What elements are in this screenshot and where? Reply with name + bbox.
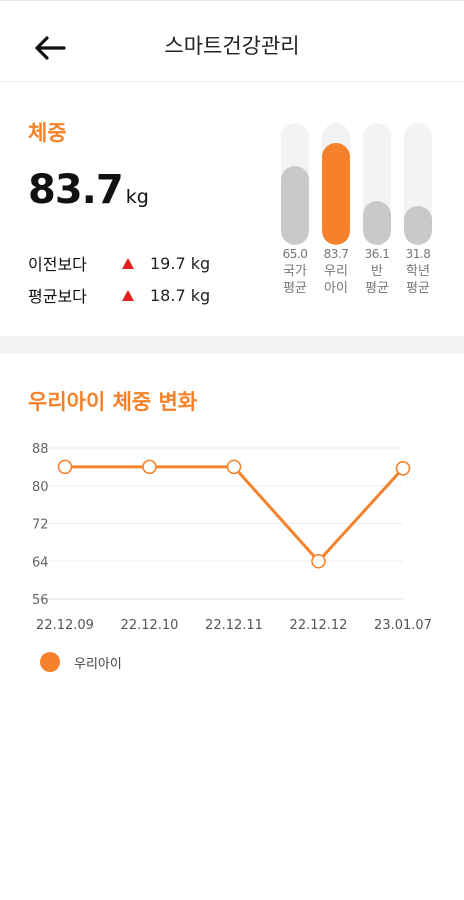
- bar-fill: [363, 201, 391, 245]
- bar-fill: [404, 206, 432, 245]
- bar-label: 반 평균: [365, 264, 389, 296]
- up-triangle-icon: [122, 289, 134, 301]
- bar-value: 65.0: [282, 247, 308, 261]
- status-divider: [0, 0, 464, 4]
- x-tick-label: 22.12.11: [205, 618, 263, 633]
- current-weight-value: 83.7: [28, 167, 124, 213]
- weight-card: 체중 83.7 kg 이전보다 19.7 kg 평균보다 18.7 kg 65.0…: [0, 83, 464, 336]
- data-point: [142, 459, 157, 475]
- weight-line-chart: 88 80 72 64 56 22.12.09 22.12.10 22.12.11 22.12.…: [32, 442, 432, 633]
- bar-label: 국가 평균: [283, 264, 307, 296]
- bar-track: [363, 123, 391, 245]
- current-weight-unit: kg: [125, 186, 149, 208]
- compare-previous-label: 이전보다: [28, 255, 87, 274]
- bar-track: [404, 123, 432, 245]
- chart-title: 우리아이 체중 변화: [28, 390, 198, 414]
- x-tick-label: 22.12.10: [121, 618, 179, 633]
- bar-label: 학년 평균: [406, 264, 430, 296]
- bar-value: 31.8: [405, 247, 431, 261]
- compare-average-value: 18.7 kg: [150, 285, 211, 305]
- x-tick-label: 22.12.09: [36, 618, 94, 633]
- legend-label: 우리아이: [74, 656, 122, 672]
- section-divider: [0, 336, 464, 354]
- legend-dot: [40, 652, 60, 672]
- weight-change-card: 우리아이 체중 변화 88 80 72 64 56 22.12.09 22.12.10 22.…: [0, 354, 464, 900]
- bar-label: 우리 아이: [324, 264, 348, 296]
- y-tick-label: 88: [32, 442, 49, 457]
- x-tick-label: 23.01.07: [374, 618, 432, 633]
- compare-previous-value: 19.7 kg: [150, 253, 211, 273]
- bar-value: 83.7: [323, 247, 349, 261]
- data-point: [57, 459, 73, 475]
- data-point: [311, 553, 326, 569]
- y-tick-label: 56: [32, 593, 49, 608]
- bar-value: 36.1: [364, 247, 390, 261]
- bar-fill: [281, 166, 309, 245]
- current-weight: 83.7 kg: [28, 167, 149, 213]
- back-arrow-icon: [35, 36, 66, 60]
- y-tick-label: 80: [32, 480, 49, 495]
- bar-fill: [322, 143, 350, 245]
- back-button[interactable]: [30, 30, 70, 66]
- weight-comparison-bars: 65.0 국가 평균 83.7 우리 아이 36.1 반 평균 31.8 학년 …: [280, 123, 440, 313]
- series-line: [65, 465, 405, 563]
- y-tick-label: 64: [32, 555, 49, 570]
- data-point: [395, 460, 411, 476]
- x-tick-label: 22.12.12: [290, 618, 348, 633]
- up-triangle-icon: [122, 257, 134, 269]
- page-title: 스마트건강관리: [164, 34, 300, 58]
- y-tick-label: 72: [32, 518, 49, 533]
- compare-average-row: 평균보다 18.7 kg: [28, 283, 210, 307]
- weight-section-title: 체중: [28, 121, 67, 145]
- bar-track: [322, 123, 350, 245]
- data-point: [226, 459, 242, 475]
- app-header: 스마트건강관리: [0, 4, 464, 82]
- compare-average-label: 평균보다: [28, 287, 87, 306]
- bar-track: [281, 123, 309, 245]
- compare-previous-row: 이전보다 19.7 kg: [28, 251, 210, 275]
- chart-legend: 우리아이: [40, 652, 122, 672]
